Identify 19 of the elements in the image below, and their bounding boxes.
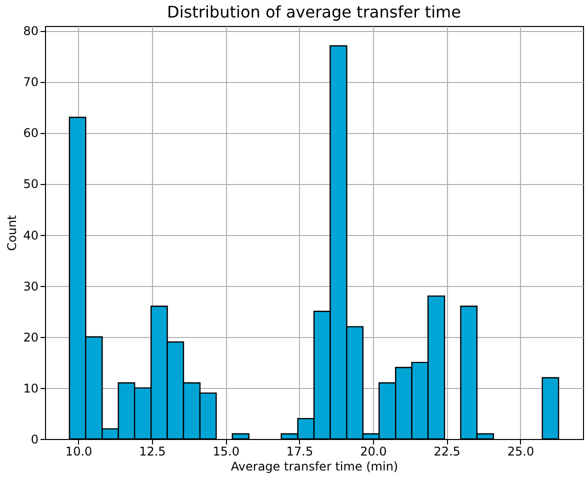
chart-title: Distribution of average transfer time — [167, 2, 461, 22]
x-tick-label: 10.0 — [65, 444, 92, 458]
x-tick-label: 15.0 — [212, 444, 240, 458]
x-tick-label: 12.5 — [139, 444, 166, 458]
x-tick-label: 17.5 — [286, 444, 314, 458]
y-axis-title: Count — [5, 214, 20, 251]
y-tick-label: 0 — [30, 432, 38, 446]
y-tick-label: 20 — [23, 330, 38, 344]
y-tick-label: 10 — [23, 381, 38, 396]
y-tick-label: 40 — [23, 228, 38, 242]
x-tick-label: 22.5 — [434, 444, 460, 458]
y-tick-label: 30 — [23, 279, 38, 294]
x-tick-label: 25.0 — [507, 444, 534, 458]
x-tick-label: 20.0 — [360, 444, 387, 458]
y-tick-label: 80 — [23, 24, 38, 38]
y-tick-label: 60 — [23, 126, 38, 140]
x-axis-title: Average transfer time (min) — [230, 460, 398, 474]
y-tick-label: 50 — [23, 177, 38, 192]
y-tick-label: 70 — [23, 75, 38, 90]
